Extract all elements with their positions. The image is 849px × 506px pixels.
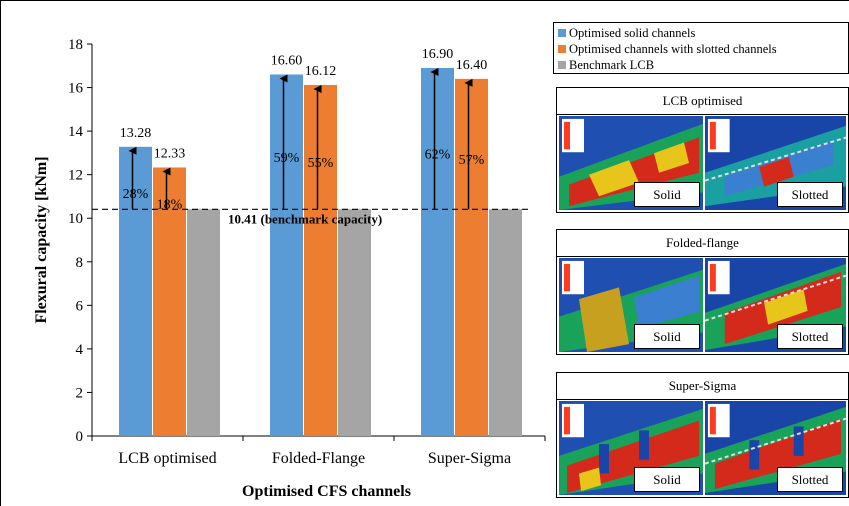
bar-1-1 bbox=[304, 84, 337, 436]
improvement-label: 59% bbox=[274, 151, 300, 166]
panel-label-lcb-slotted: Slotted bbox=[777, 182, 843, 207]
bar-1-0 bbox=[153, 167, 186, 437]
y-tick-label: 18 bbox=[68, 37, 83, 53]
legend-swatch-solid bbox=[558, 29, 566, 37]
fea-image-sigma-slotted: Slotted bbox=[705, 401, 846, 495]
y-tick-label: 16 bbox=[68, 81, 84, 97]
legend-item-benchmark: Benchmark LCB bbox=[558, 57, 848, 73]
bar-value-label: 16.12 bbox=[305, 64, 337, 79]
bar-value-label: 16.90 bbox=[422, 47, 454, 62]
bar-value-label: 16.60 bbox=[271, 53, 303, 68]
panel-title-super-sigma: Super-Sigma bbox=[557, 373, 848, 400]
bar-0-0 bbox=[119, 146, 152, 436]
y-tick-label: 10 bbox=[68, 211, 83, 227]
y-tick-label: 0 bbox=[76, 429, 84, 445]
y-tick-label: 8 bbox=[76, 255, 84, 271]
y-tick-label: 4 bbox=[76, 342, 84, 358]
bar-chart: 0 2 4 6 8 10 12 14 16 18 LCB optimised 13.28 28% 12.3… bbox=[33, 37, 546, 500]
panel-label-lcb-solid: Solid bbox=[634, 182, 700, 207]
y-tick-label: 12 bbox=[68, 168, 83, 184]
y-tick-label: 6 bbox=[76, 298, 84, 314]
panel-label-sigma-slotted: Slotted bbox=[777, 467, 843, 492]
bar-2-0 bbox=[187, 209, 220, 436]
panel-title-lcb: LCB optimised bbox=[557, 88, 848, 115]
y-axis-title: Flexural capacity [kNm] bbox=[33, 156, 50, 323]
bar-0-2 bbox=[421, 67, 454, 436]
fea-image-folded-slotted: Slotted bbox=[705, 258, 846, 352]
x-category-label: Folded-Flange bbox=[272, 450, 365, 467]
fea-image-lcb-solid: Solid bbox=[559, 116, 703, 210]
improvement-label: 55% bbox=[308, 156, 334, 171]
x-axis-title: Optimised CFS channels bbox=[242, 483, 411, 500]
legend-swatch-slotted bbox=[558, 45, 566, 53]
legend-item-solid: Optimised solid channels bbox=[558, 25, 848, 41]
y-tick-label: 2 bbox=[76, 385, 84, 401]
chart-legend: Optimised solid channels Optimised chann… bbox=[553, 22, 849, 74]
improvement-label: 18% bbox=[157, 197, 183, 212]
fea-image-lcb-slotted: Slotted bbox=[705, 116, 846, 210]
panel-label-folded-solid: Solid bbox=[634, 324, 700, 349]
bar-1-2 bbox=[455, 78, 488, 436]
fea-panel-super-sigma: Super-Sigma Solid Slotted bbox=[556, 372, 849, 498]
x-category-label: LCB optimised bbox=[118, 450, 216, 467]
bar-value-label: 12.33 bbox=[154, 146, 186, 161]
panel-label-folded-slotted: Slotted bbox=[777, 324, 843, 349]
bar-0-1 bbox=[270, 74, 303, 436]
bar-value-label: 16.40 bbox=[456, 58, 488, 73]
legend-label-solid: Optimised solid channels bbox=[569, 26, 696, 40]
improvement-label: 62% bbox=[425, 148, 451, 163]
bar-2-1 bbox=[338, 209, 371, 436]
legend-swatch-benchmark bbox=[558, 61, 566, 69]
fea-image-folded-solid: Solid bbox=[559, 258, 703, 352]
improvement-label: 57% bbox=[459, 153, 485, 168]
y-tick-label: 14 bbox=[68, 124, 84, 140]
improvement-label: 28% bbox=[123, 187, 149, 202]
fea-panel-lcb: LCB optimised Solid Slotted bbox=[556, 87, 849, 213]
bar-2-2 bbox=[489, 209, 522, 436]
legend-label-benchmark: Benchmark LCB bbox=[569, 58, 655, 72]
fea-panel-folded-flange: Folded-flange Solid Slotted bbox=[556, 229, 849, 355]
fea-image-sigma-solid: Solid bbox=[559, 401, 703, 495]
bar-value-label: 13.28 bbox=[120, 126, 152, 141]
legend-item-slotted: Optimised channels with slotted channels bbox=[558, 41, 848, 57]
panel-label-sigma-solid: Solid bbox=[634, 467, 700, 492]
x-category-label: Super-Sigma bbox=[428, 450, 511, 467]
benchmark-label: 10.41 (benchmark capacity) bbox=[228, 211, 382, 226]
legend-label-slotted: Optimised channels with slotted channels bbox=[569, 42, 777, 56]
panel-title-folded-flange: Folded-flange bbox=[557, 230, 848, 257]
